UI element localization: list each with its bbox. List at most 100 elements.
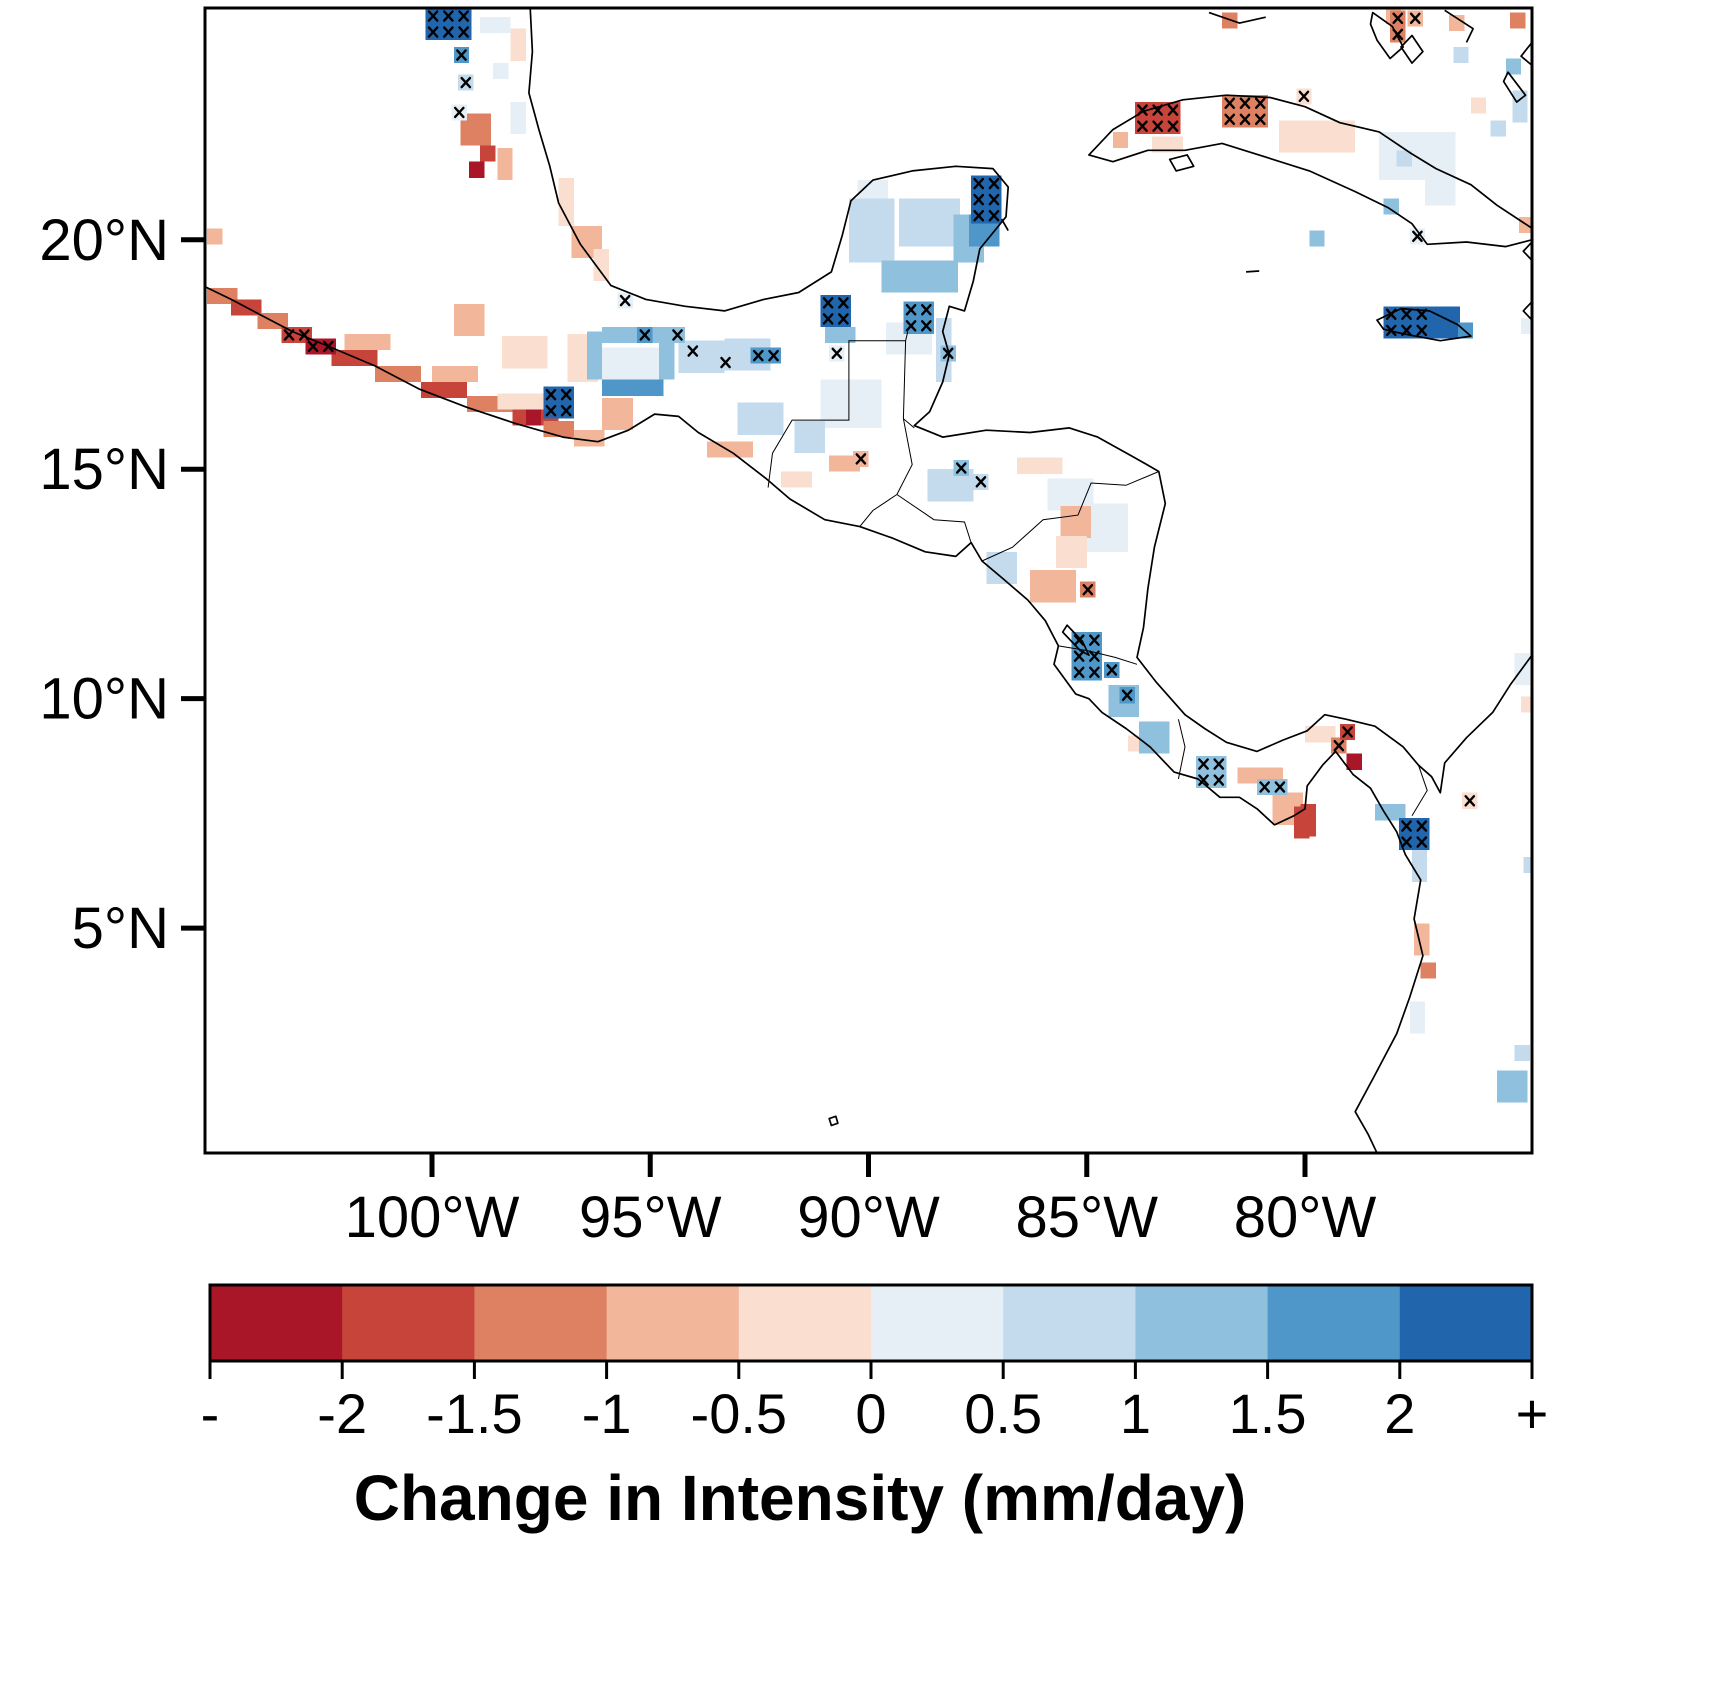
map-cell: [829, 455, 860, 472]
hatch-x-mark: [988, 209, 1000, 222]
hatch-x-mark: [1239, 113, 1251, 126]
map-cell: [602, 398, 633, 431]
hatch-x-mark: [1198, 758, 1209, 770]
hatch-x-mark: [460, 76, 472, 89]
colorbar-tick-label: 0: [855, 1382, 886, 1445]
map-cell: [344, 333, 391, 350]
hatch-x-mark: [545, 388, 557, 401]
colorbar-tick-label: -1: [582, 1382, 632, 1445]
hatch-x-mark: [1392, 28, 1404, 41]
coastline-cayman: [1246, 270, 1260, 273]
hatch-x-mark: [1259, 781, 1270, 793]
map-cell: [305, 338, 336, 355]
map-cell: [1071, 632, 1103, 681]
colorbar-segment: [342, 1285, 475, 1361]
hatch-x-mark: [838, 313, 849, 325]
map-cell: [1152, 136, 1183, 153]
map-cell: [469, 161, 485, 178]
map-cell: [453, 304, 485, 337]
significance-hatching-layer: [283, 10, 1476, 848]
map-cell: [881, 260, 958, 293]
country-borders-layer: [767, 331, 1428, 816]
map-cell: [281, 326, 312, 344]
hatch-x-mark: [720, 356, 731, 369]
colorbar-tick-label: 2: [1384, 1382, 1415, 1445]
map-cell: [602, 379, 664, 396]
hatch-x-mark: [427, 26, 439, 38]
hatch-x-mark: [1412, 230, 1423, 243]
hatch-x-mark: [1073, 650, 1085, 662]
colorbar-tick-label: -2: [317, 1382, 367, 1445]
hatch-x-mark: [1392, 12, 1404, 25]
colorbar-caption: Change in Intensity (mm/day): [354, 1462, 1247, 1534]
hatch-x-mark: [1089, 666, 1100, 679]
map-cell: [971, 175, 1002, 224]
map-cell: [1309, 230, 1325, 247]
hatch-x-mark: [1416, 820, 1428, 832]
hatch-x-mark: [672, 329, 683, 341]
x-tick-label: 80°W: [1234, 1185, 1377, 1250]
colorbar-tick-label: +: [1516, 1382, 1549, 1445]
hatch-x-mark: [1239, 97, 1251, 109]
map-cell: [658, 331, 675, 380]
colorbar-tick-label: -0.5: [691, 1382, 788, 1445]
coastline-bahamas-andros: [1369, 11, 1405, 60]
colorbar-tick-label: 1: [1120, 1382, 1151, 1445]
hatch-x-mark: [1254, 113, 1266, 126]
hatch-x-mark: [639, 329, 651, 341]
hatch-x-mark: [831, 347, 843, 360]
hatch-x-mark: [1342, 726, 1353, 738]
hatch-x-mark: [1089, 634, 1100, 646]
hatch-x-mark: [1385, 308, 1397, 321]
colorbar-segment: [1267, 1285, 1401, 1361]
map-cell: [497, 393, 544, 410]
coastline-cuba: [1088, 94, 1532, 248]
hatch-x-mark: [427, 10, 439, 22]
hatch-x-mark: [752, 349, 764, 362]
map-cell: [1016, 457, 1063, 474]
hatch-x-mark: [619, 294, 631, 307]
country-border: [1058, 645, 1138, 665]
hatch-x-mark: [1213, 758, 1225, 770]
colorbar: - -2 -1.5 -1 -0.5 0 0.5 1 1.5 2 +: [201, 1283, 1549, 1445]
colorbar-segment: [871, 1285, 1004, 1361]
hatch-x-mark: [1152, 120, 1164, 132]
hatch-x-mark: [1121, 689, 1133, 701]
hatch-x-mark: [1167, 120, 1179, 132]
map-cell: [1030, 570, 1076, 603]
hatch-x-mark: [905, 304, 917, 316]
map-cell: [824, 326, 856, 344]
hatch-x-mark: [973, 177, 985, 190]
map-cell: [1112, 131, 1129, 148]
country-border: [981, 471, 1159, 562]
colorbar-tick-label: -: [201, 1382, 220, 1445]
map-cell: [899, 198, 961, 247]
coastline-cozumel: [1000, 218, 1009, 232]
hatch-x-mark: [283, 329, 295, 341]
map-cell: [510, 28, 526, 61]
map-cell: [421, 382, 467, 399]
hatch-x-mark: [1401, 324, 1412, 337]
x-tick-label: 100°W: [345, 1185, 520, 1250]
map-cell: [493, 63, 509, 80]
map-cell: [1505, 58, 1522, 75]
map-cell: [706, 441, 753, 458]
hatch-x-mark: [1401, 308, 1412, 321]
coastline-bahamas-small: [1400, 34, 1424, 64]
hatch-x-mark: [1298, 90, 1310, 103]
colorbar-segment: [474, 1285, 608, 1361]
map-cell: [1056, 535, 1087, 568]
hatch-x-mark: [560, 388, 572, 401]
map-cell: [375, 365, 422, 383]
hatch-x-mark: [560, 404, 572, 417]
hatch-x-mark: [1224, 97, 1236, 109]
map-cell: [1396, 150, 1412, 167]
map-cell: [1497, 1070, 1528, 1103]
map-cell: [431, 365, 478, 383]
axes-layer: 100°W 95°W 90°W 85°W 80°W 20°N 15°N 10°N 5°N: [39, 208, 1376, 1250]
country-border: [1177, 719, 1186, 780]
y-tick-label: 20°N: [39, 208, 169, 273]
hatch-x-mark: [920, 304, 932, 316]
hatch-x-mark: [687, 345, 699, 357]
